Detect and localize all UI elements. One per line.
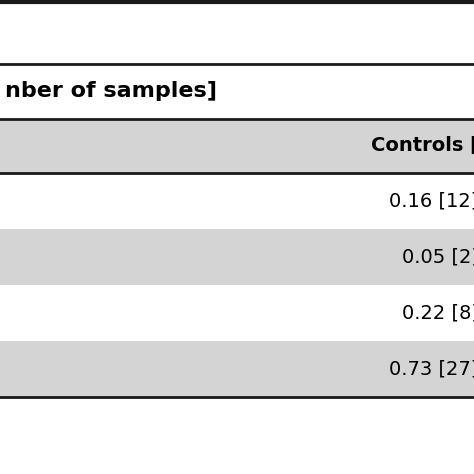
Text: 0.73 [27]: 0.73 [27] <box>390 359 474 378</box>
Bar <box>0 229 474 285</box>
Text: 0.05 [2]: 0.05 [2] <box>402 247 474 266</box>
Bar <box>0 173 474 229</box>
Bar <box>0 285 474 341</box>
Bar <box>0 118 474 173</box>
Bar <box>0 397 474 474</box>
Text: nber of samples]: nber of samples] <box>5 81 217 101</box>
Text: 0.16 [12]: 0.16 [12] <box>390 191 474 210</box>
Bar <box>0 64 474 118</box>
Text: 0.22 [8]: 0.22 [8] <box>402 303 474 322</box>
Bar <box>0 341 474 397</box>
Text: Controls [: Controls [ <box>371 136 474 155</box>
Bar <box>0 0 474 64</box>
